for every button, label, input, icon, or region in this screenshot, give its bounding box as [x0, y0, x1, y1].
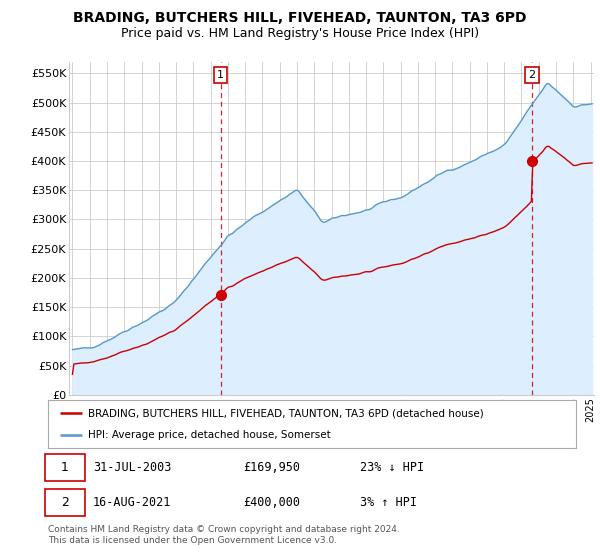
FancyBboxPatch shape [46, 489, 85, 516]
Text: 2: 2 [61, 496, 69, 510]
Text: BRADING, BUTCHERS HILL, FIVEHEAD, TAUNTON, TA3 6PD (detached house): BRADING, BUTCHERS HILL, FIVEHEAD, TAUNTO… [88, 408, 484, 418]
FancyBboxPatch shape [46, 454, 85, 482]
Text: 3% ↑ HPI: 3% ↑ HPI [359, 496, 416, 510]
Text: 1: 1 [217, 70, 224, 80]
Text: Price paid vs. HM Land Registry's House Price Index (HPI): Price paid vs. HM Land Registry's House … [121, 27, 479, 40]
Text: £169,950: £169,950 [244, 461, 301, 474]
Text: £400,000: £400,000 [244, 496, 301, 510]
Text: 2: 2 [529, 70, 536, 80]
Text: 23% ↓ HPI: 23% ↓ HPI [359, 461, 424, 474]
Text: 31-JUL-2003: 31-JUL-2003 [93, 461, 171, 474]
Text: 16-AUG-2021: 16-AUG-2021 [93, 496, 171, 510]
Text: BRADING, BUTCHERS HILL, FIVEHEAD, TAUNTON, TA3 6PD: BRADING, BUTCHERS HILL, FIVEHEAD, TAUNTO… [73, 11, 527, 25]
Text: HPI: Average price, detached house, Somerset: HPI: Average price, detached house, Some… [88, 430, 331, 440]
Text: 1: 1 [61, 461, 69, 474]
Text: Contains HM Land Registry data © Crown copyright and database right 2024.
This d: Contains HM Land Registry data © Crown c… [48, 525, 400, 545]
